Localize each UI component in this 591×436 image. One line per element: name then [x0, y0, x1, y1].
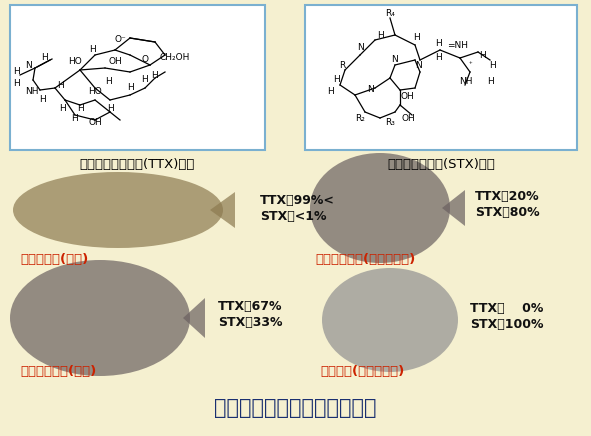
FancyBboxPatch shape [10, 5, 265, 150]
Text: TTX：    0%: TTX： 0% [470, 302, 543, 314]
Text: R₂: R₂ [355, 113, 365, 123]
Text: 地域によるフグの毒組織変化: 地域によるフグの毒組織変化 [214, 398, 376, 418]
Text: O⁻: O⁻ [114, 35, 126, 44]
Text: H: H [327, 88, 333, 96]
Ellipse shape [13, 172, 223, 248]
Text: STX：100%: STX：100% [470, 317, 544, 330]
Polygon shape [442, 190, 465, 226]
Text: OH: OH [400, 92, 414, 101]
Text: R: R [339, 61, 345, 69]
Text: TTX：67%: TTX：67% [218, 300, 282, 313]
Text: R₃: R₃ [385, 117, 395, 126]
Text: HO: HO [68, 58, 82, 67]
Text: HO: HO [88, 88, 102, 96]
Text: ケショウフグ(フィリピン): ケショウフグ(フィリピン) [315, 253, 415, 266]
Text: コモンフグ(宮城): コモンフグ(宮城) [20, 253, 88, 266]
Text: NH: NH [25, 86, 39, 95]
Text: ⁺: ⁺ [468, 62, 472, 68]
Ellipse shape [322, 268, 458, 372]
Text: H: H [105, 78, 111, 86]
Text: TTX：99%<: TTX：99%< [260, 194, 335, 207]
Text: STX：80%: STX：80% [475, 205, 540, 218]
Text: OH: OH [401, 113, 415, 123]
Text: H: H [106, 103, 113, 112]
Text: N: N [366, 85, 374, 95]
Text: H: H [152, 71, 158, 79]
Text: H: H [333, 75, 339, 85]
Text: N: N [392, 55, 398, 65]
Text: H: H [72, 113, 79, 123]
Text: 淡水フグ(カンボジア): 淡水フグ(カンボジア) [320, 365, 404, 378]
Text: N: N [356, 44, 363, 52]
Text: N: N [415, 61, 421, 69]
Text: H: H [41, 52, 47, 61]
Text: H: H [479, 51, 485, 59]
Text: STX：33%: STX：33% [218, 316, 282, 328]
FancyBboxPatch shape [305, 5, 577, 150]
Text: H: H [89, 45, 95, 54]
Text: =NH: =NH [447, 41, 469, 50]
Text: H: H [376, 31, 384, 41]
Text: OH: OH [108, 58, 122, 67]
Text: R₄: R₄ [385, 10, 395, 18]
Ellipse shape [310, 153, 450, 263]
Text: H: H [434, 40, 441, 48]
Text: H: H [14, 78, 20, 88]
Text: H: H [38, 95, 46, 103]
Text: H: H [142, 75, 148, 85]
Text: H: H [489, 61, 496, 69]
Text: H: H [486, 78, 493, 86]
Text: OH: OH [88, 117, 102, 126]
Polygon shape [183, 298, 205, 338]
Text: H: H [434, 54, 441, 62]
Text: H: H [14, 68, 20, 76]
Text: H: H [77, 103, 83, 112]
Text: NH: NH [459, 78, 473, 86]
Text: H: H [59, 103, 66, 112]
Text: N: N [25, 61, 31, 69]
Text: テトロドトキシン(TTX)構造: テトロドトキシン(TTX)構造 [79, 158, 194, 171]
Ellipse shape [10, 260, 190, 376]
Text: TTX：20%: TTX：20% [475, 190, 540, 202]
Text: H: H [57, 81, 63, 89]
Text: H: H [126, 84, 134, 92]
Text: O: O [141, 55, 148, 65]
Polygon shape [210, 192, 235, 228]
Text: ケショウフグ(沖縄): ケショウフグ(沖縄) [20, 365, 96, 378]
Text: STX：<1%: STX：<1% [260, 210, 326, 222]
Text: H: H [413, 34, 420, 42]
Text: CH₂OH: CH₂OH [160, 54, 190, 62]
Text: サキシトキシン(STX)構造: サキシトキシン(STX)構造 [387, 158, 495, 171]
